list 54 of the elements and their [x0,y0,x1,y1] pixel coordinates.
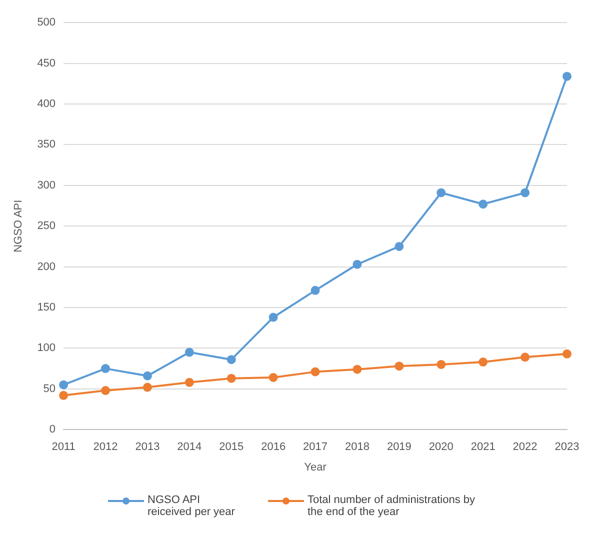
x-tick-label: 2022 [512,441,538,454]
y-axis-title: NGSO API [12,200,25,252]
point [268,373,278,382]
x-axis-title: Year [304,461,327,474]
y-tick-label: 150 [37,302,56,314]
x-tick-label: 2018 [344,441,370,454]
point [142,371,152,380]
x-tick-label: 2011 [52,441,76,454]
y-tick-label: 0 [49,424,56,436]
x-tick-label: 2020 [428,441,454,454]
y-tick-label: 50 [43,382,56,395]
point [310,367,320,376]
point [310,286,320,295]
y-tick-label: 500 [37,16,56,29]
y-tick-label: 450 [37,57,56,70]
x-tick-label: 2014 [177,441,202,454]
y-tick-label: 250 [37,220,56,232]
point [520,352,530,362]
point [352,364,362,374]
point [226,355,236,364]
point [562,72,572,81]
point [562,349,572,358]
point [436,188,446,198]
y-tick-label: 100 [37,342,56,354]
y-tick-label: 300 [37,179,56,192]
y-tick-label: 400 [37,98,56,110]
point [394,362,404,371]
point [101,386,110,396]
point [478,200,488,209]
x-tick-label: 2012 [93,441,118,454]
x-tick-label: 2021 [470,441,496,454]
legend-label: NGSO API reiceived per year [148,494,236,518]
point [520,188,530,198]
x-tick-label: 2019 [386,441,412,454]
point [478,358,488,367]
x-tick-label: 2017 [303,441,328,454]
y-tick-label: 200 [37,260,56,273]
point [59,390,68,400]
x-tick-label: 2015 [219,441,244,454]
point [184,378,194,387]
point [352,260,362,269]
y-tick-label: 350 [37,138,56,151]
x-tick-label: 2016 [261,441,286,454]
point [436,360,446,369]
point [268,312,278,322]
point [101,364,110,374]
point [226,374,236,383]
legend-label: Total number of administrations by the end of the year [308,494,476,518]
x-tick-label: 2013 [135,441,160,454]
point [142,382,152,392]
point [59,380,68,390]
x-tick-label: 2023 [554,441,580,454]
point [394,242,404,251]
point [184,348,194,357]
